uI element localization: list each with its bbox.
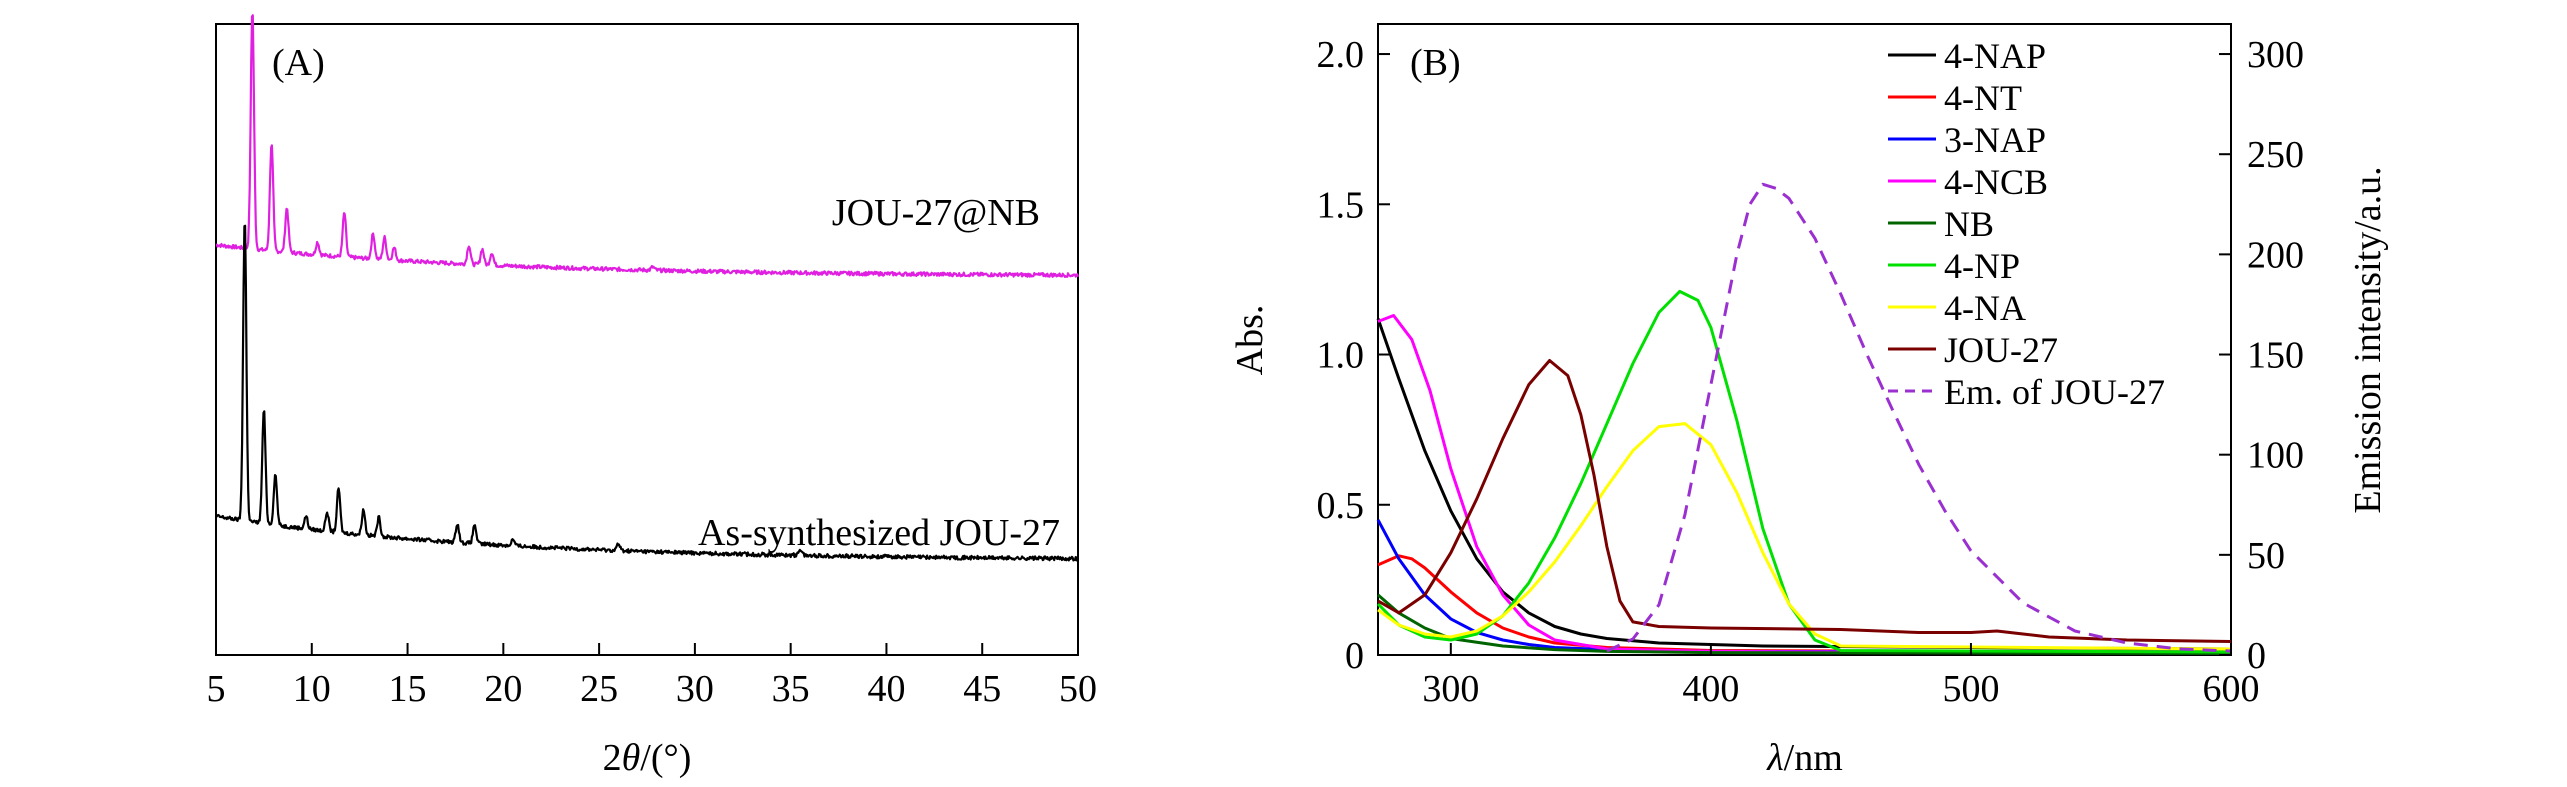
- panel-b-x-axis-label: λ/nm: [1766, 737, 1843, 779]
- panel-b-plot-frame: [1377, 23, 2232, 656]
- panel-a-plot-frame: [215, 23, 1079, 656]
- panel-b-series-line-nb: [1377, 593, 2232, 655]
- legend-label-3-nap: 3-NAP: [1944, 120, 2046, 160]
- panel-b-x-tick-label: 400: [1682, 668, 1739, 710]
- panel-a-xrd-chart: 5 10 15 20 25 30 35 40 45 50 (A) JOU-27@NB As-syn…: [207, 14, 1097, 779]
- panel-b-tag: (B): [1410, 42, 1461, 84]
- legend-label-em-of-jou-27: Em. of JOU-27: [1944, 372, 2165, 412]
- legend-label-4-nt: 4-NT: [1944, 78, 2022, 118]
- legend-label-4-np: 4-NP: [1944, 246, 2020, 286]
- panel-a-x-tick-label: 15: [389, 668, 427, 710]
- panel-b-y2-tick-label: 0: [2247, 635, 2266, 677]
- panel-a-tag: (A): [272, 42, 325, 84]
- panel-a-series-line-jou-27-nb: [215, 14, 1080, 278]
- panel-b-series-line-4-na: [1377, 422, 2232, 651]
- panel-b-y-tick-label: 2.0: [1317, 34, 1365, 76]
- panel-b-x-tick-label: 300: [1422, 668, 1479, 710]
- legend-label-jou-27: JOU-27: [1944, 330, 2058, 370]
- panel-b-x-tick-label: 500: [1942, 668, 1999, 710]
- panel-b-y2-tick-label: 50: [2247, 535, 2285, 577]
- panel-b-series-line-4-nt: [1377, 554, 2232, 654]
- panel-b-y-tick-label: 0.5: [1317, 485, 1365, 527]
- panel-a-x-axis-label: 2θ/(°): [603, 737, 692, 779]
- panel-b-y2-tick-label: 150: [2247, 335, 2304, 377]
- panel-b-y-ticks: 0 0.5 1.0 1.5 2.0: [1317, 34, 1390, 677]
- panel-a-series: [215, 14, 1080, 562]
- panel-b-y2-tick-label: 300: [2247, 34, 2304, 76]
- panel-a-label-as-synthesized: As-synthesized JOU-27: [698, 512, 1060, 554]
- panel-b-y2-axis-label: Emission intensity/a.u.: [2347, 166, 2389, 513]
- panel-a-label-jou27-nb: JOU-27@NB: [832, 192, 1040, 234]
- legend-label-4-ncb: 4-NCB: [1944, 162, 2048, 202]
- panel-b-series: [1376, 182, 2232, 655]
- legend-label-4-nap: 4-NAP: [1944, 36, 2046, 76]
- panel-b-series-line-jou-27: [1377, 359, 2232, 643]
- legend-label-4-na: 4-NA: [1944, 288, 2026, 328]
- panel-a-series-line-as-synthesized-jou-27: [215, 224, 1079, 562]
- panel-a-x-tick-label: 35: [772, 668, 810, 710]
- panel-b-x-tick-label: 600: [2203, 668, 2260, 710]
- panel-b-y2-tick-label: 100: [2247, 435, 2304, 477]
- panel-b-y2-tick-label: 250: [2247, 134, 2304, 176]
- panel-a-x-ticks: 5 10 15 20 25 30 35 40 45 50: [207, 643, 1097, 710]
- panel-b-series-line-4-nap: [1376, 318, 2232, 651]
- panel-a-x-tick-label: 45: [963, 668, 1001, 710]
- panel-b-y-tick-label: 1.5: [1317, 184, 1365, 226]
- panel-a-x-tick-label: 20: [484, 668, 522, 710]
- panel-b-y-tick-label: 1.0: [1317, 335, 1365, 377]
- panel-b-y-tick-label: 0: [1345, 635, 1364, 677]
- panel-b-series-line-3-nap: [1376, 519, 2232, 654]
- panel-b-series-line-4-np: [1376, 289, 2232, 654]
- panel-b-y-axis-label: Abs.: [1229, 305, 1271, 376]
- panel-a-x-tick-label: 25: [580, 668, 618, 710]
- panel-b-absorbance-chart: 300 400 500 600 0 0.5 1.0 1.5 2.0 0 50 100 150 200 2…: [1229, 23, 2389, 779]
- panel-a-x-tick-label: 30: [676, 668, 714, 710]
- panel-b-x-ticks: 300 400 500 600: [1422, 643, 2260, 710]
- panel-b-series-line-em-of-jou-27: [1606, 182, 2232, 653]
- panel-a-x-tick-label: 5: [207, 668, 226, 710]
- panel-b-y2-tick-label: 200: [2247, 234, 2304, 276]
- panel-a-x-tick-label: 10: [293, 668, 331, 710]
- panel-a-x-tick-label: 40: [867, 668, 905, 710]
- panel-b-y2-ticks: 0 50 100 150 200 250 300: [2219, 34, 2304, 677]
- panel-b-series-line-4-ncb: [1377, 314, 2231, 654]
- legend-label-nb: NB: [1944, 204, 1994, 244]
- panel-a-x-tick-label: 50: [1059, 668, 1097, 710]
